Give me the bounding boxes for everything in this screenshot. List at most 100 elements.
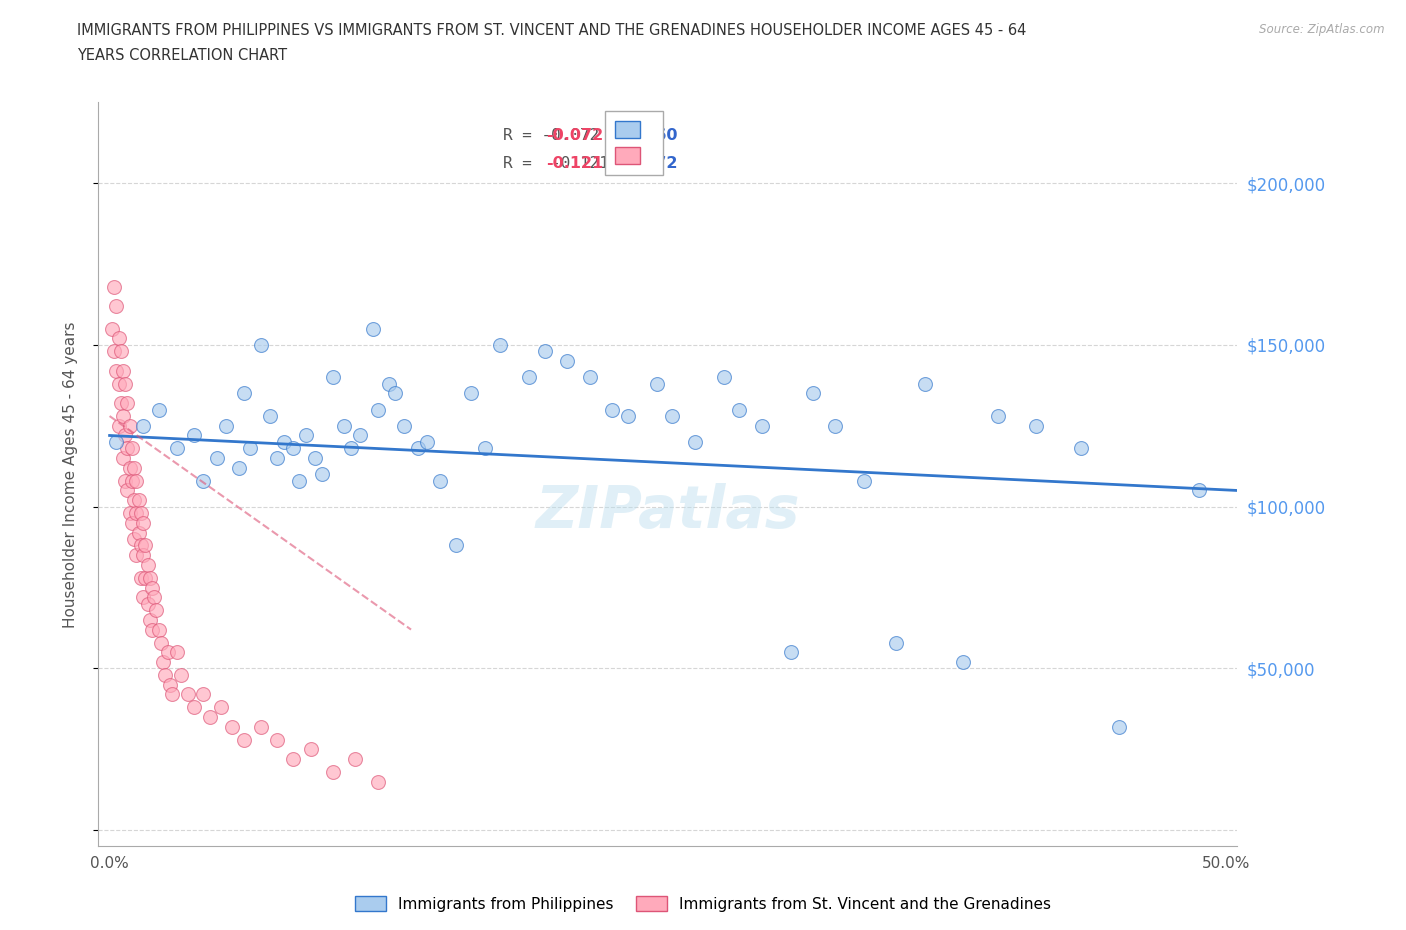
Point: [801, 386, 824, 401]
Point: [987, 408, 1010, 423]
Point: [661, 408, 683, 423]
Point: [145, 603, 167, 618]
Point: [1070, 441, 1092, 456]
Point: [683, 434, 706, 449]
Text: N = 72: N = 72: [617, 156, 678, 171]
Point: [139, 613, 162, 628]
Text: R = -0.072: R = -0.072: [503, 128, 599, 143]
Point: [853, 473, 876, 488]
Text: Source: ZipAtlas.com: Source: ZipAtlas.com: [1260, 23, 1385, 36]
Point: [600, 402, 623, 417]
Point: [519, 370, 541, 385]
Point: [105, 434, 128, 449]
Point: [159, 677, 181, 692]
Point: [139, 570, 162, 585]
Point: [156, 644, 179, 659]
Point: [232, 386, 254, 401]
Text: ZIPatlas: ZIPatlas: [536, 483, 800, 540]
Point: [117, 395, 139, 410]
Point: [136, 596, 159, 611]
Point: [209, 699, 232, 714]
Point: [117, 441, 139, 456]
Point: [114, 473, 136, 488]
Point: [183, 428, 205, 443]
Point: [118, 506, 141, 521]
Point: [105, 364, 128, 379]
Point: [107, 418, 129, 433]
Point: [121, 441, 143, 456]
Point: [751, 418, 773, 433]
Point: [125, 506, 148, 521]
Point: [177, 687, 200, 702]
Point: [136, 557, 159, 572]
Point: [170, 668, 193, 683]
Point: [406, 441, 429, 456]
Point: [118, 418, 141, 433]
Point: [152, 655, 174, 670]
Point: [148, 402, 170, 417]
Point: [198, 710, 221, 724]
Point: [121, 473, 143, 488]
Point: [361, 321, 384, 336]
Legend: , : ,: [605, 111, 662, 175]
Point: [444, 538, 467, 553]
Point: [952, 655, 974, 670]
Point: [111, 364, 134, 379]
Point: [232, 732, 254, 747]
Point: [415, 434, 437, 449]
Point: [110, 344, 132, 359]
Point: [129, 538, 152, 553]
Point: [339, 441, 361, 456]
Point: [1188, 483, 1211, 498]
Point: [141, 580, 163, 595]
Point: [105, 299, 128, 313]
Point: [281, 441, 304, 456]
Y-axis label: Householder Income Ages 45 - 64 years: Householder Income Ages 45 - 64 years: [63, 321, 77, 628]
Point: [132, 418, 155, 433]
Point: [266, 451, 288, 466]
Point: [103, 344, 125, 359]
Point: [322, 370, 344, 385]
Point: [429, 473, 451, 488]
Point: [645, 377, 668, 392]
Point: [349, 428, 371, 443]
Point: [193, 687, 215, 702]
Point: [107, 331, 129, 346]
Point: [148, 622, 170, 637]
Point: [311, 467, 333, 482]
Point: [824, 418, 846, 433]
Point: [534, 344, 557, 359]
Point: [295, 428, 318, 443]
Legend: Immigrants from Philippines, Immigrants from St. Vincent and the Grenadines: Immigrants from Philippines, Immigrants …: [349, 889, 1057, 918]
Point: [118, 460, 141, 475]
Point: [304, 451, 326, 466]
Point: [141, 622, 163, 637]
Point: [1025, 418, 1047, 433]
Point: [239, 441, 262, 456]
Point: [884, 635, 907, 650]
Point: [114, 428, 136, 443]
Point: [299, 742, 322, 757]
Point: [111, 451, 134, 466]
Point: [122, 493, 145, 508]
Point: [616, 408, 638, 423]
Point: [250, 719, 273, 734]
Point: [114, 377, 136, 392]
Point: [394, 418, 416, 433]
Point: [578, 370, 600, 385]
Point: [344, 751, 367, 766]
Point: [110, 395, 132, 410]
Point: [166, 441, 188, 456]
Point: [557, 353, 579, 368]
Point: [205, 451, 228, 466]
Point: [367, 402, 389, 417]
Point: [122, 460, 145, 475]
Point: [384, 386, 406, 401]
Point: [273, 434, 295, 449]
Point: [134, 538, 156, 553]
Point: [166, 644, 188, 659]
Point: [474, 441, 496, 456]
Point: [101, 321, 124, 336]
Point: [460, 386, 482, 401]
Text: -0.072: -0.072: [546, 128, 603, 143]
